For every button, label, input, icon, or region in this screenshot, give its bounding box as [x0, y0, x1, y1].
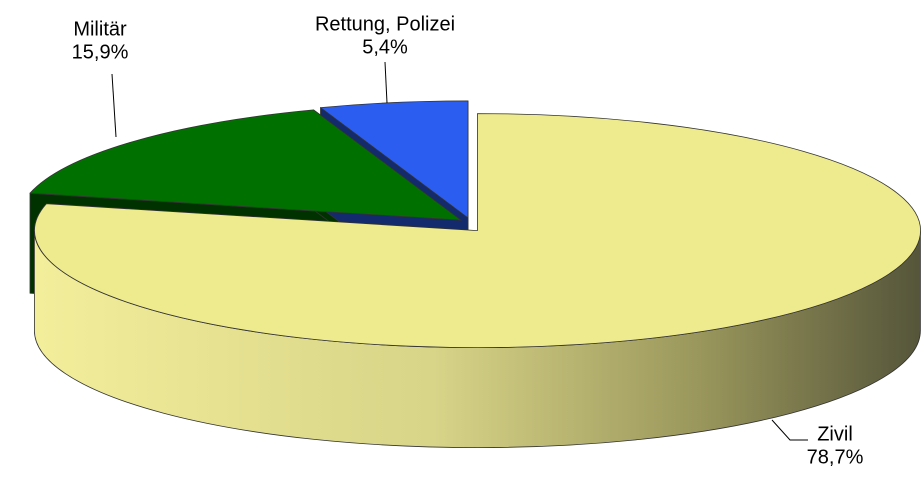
- leader-line: [384, 61, 388, 104]
- slice: [320, 100, 469, 219]
- leader-line: [771, 419, 808, 441]
- slice-label: Militär: [73, 18, 127, 40]
- slice-value-label: 5,4%: [362, 36, 408, 58]
- slice: [29, 109, 462, 221]
- slice-label: Rettung, Polizei: [315, 13, 455, 35]
- slice-value-label: 15,9%: [72, 41, 129, 63]
- leader-line: [111, 73, 117, 138]
- slice-label: Zivil: [817, 423, 853, 445]
- slice: [34, 113, 921, 348]
- slice-value-label: 78,7%: [807, 446, 864, 468]
